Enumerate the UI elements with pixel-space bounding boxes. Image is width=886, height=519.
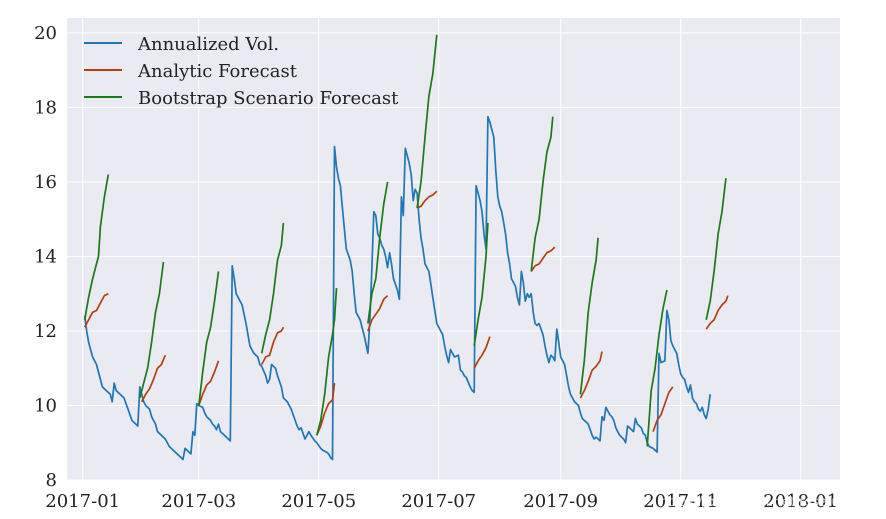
legend-label: Annualized Vol.	[137, 34, 279, 55]
y-tick-label: 20	[34, 23, 57, 44]
series-segment-analytic-4	[316, 382, 336, 436]
series-segment-analytic-9	[579, 351, 603, 399]
series-segment-analytic-7	[473, 336, 491, 369]
y-tick-label: 12	[34, 321, 57, 342]
series-segment-bootstrap-10	[646, 289, 668, 447]
series-segment-bootstrap-4	[315, 288, 338, 436]
x-tick-label: 2017-05	[281, 491, 356, 512]
series-segment-bootstrap-8	[530, 116, 554, 272]
x-tick-label: 2017-07	[401, 491, 476, 512]
series-segment-analytic-6	[416, 190, 438, 209]
grid-lines	[67, 18, 840, 481]
y-tick-label: 16	[34, 172, 57, 193]
x-axis: 2017-01 2017-03 2017-05 2017-07 2017-09 2017-…	[45, 491, 838, 512]
series-layer	[83, 34, 729, 461]
y-tick-label: 14	[34, 246, 57, 267]
series-segment-analytic-1	[140, 354, 167, 403]
series-segment-bootstrap-6	[416, 34, 438, 209]
legend-item-analytic: Analytic Forecast	[84, 61, 298, 82]
x-tick-label: 2017-09	[523, 491, 598, 512]
plot-area	[67, 18, 840, 480]
x-tick-label: 2017-03	[161, 491, 236, 512]
legend-item-bootstrap: Bootstrap Scenario Forecast	[84, 88, 399, 109]
series-segment-bootstrap-11	[705, 178, 727, 320]
y-axis: 8 10 12 14 16 18 20	[34, 23, 57, 491]
x-tick-label: 2017-01	[45, 491, 120, 512]
legend-item-annualized: Annualized Vol.	[84, 34, 279, 55]
series-segment-bootstrap-5	[367, 181, 389, 324]
series-segment-bootstrap-2	[197, 271, 220, 406]
series-segment-analytic-10	[652, 386, 674, 432]
series-segment-bootstrap-7	[473, 222, 489, 347]
watermark-text: https://blog.csdn.net/rosefunxoxo	[660, 495, 878, 510]
legend-label: Analytic Forecast	[137, 61, 298, 82]
y-tick-label: 10	[34, 395, 57, 416]
y-tick-label: 8	[46, 470, 57, 491]
series-segment-analytic-5	[367, 294, 389, 332]
series-segment-bootstrap-0	[83, 174, 110, 320]
series-segment-bootstrap-9	[579, 237, 599, 395]
series-bootstrap	[83, 34, 727, 447]
series-segment-analytic-3	[260, 326, 285, 365]
series-line-annualized	[83, 115, 712, 461]
x-tick-label: 2017-11	[643, 491, 718, 512]
series-segment-analytic-11	[705, 295, 729, 330]
series-segment-bootstrap-1	[138, 261, 165, 399]
x-tick-label: 2018-01	[763, 491, 838, 512]
legend: Annualized Vol. Analytic Forecast Bootstra…	[84, 34, 399, 109]
series-annualized	[83, 115, 712, 461]
series-analytic	[83, 190, 729, 436]
legend-label: Bootstrap Scenario Forecast	[138, 88, 399, 109]
y-tick-label: 18	[34, 97, 57, 118]
series-segment-analytic-2	[197, 360, 220, 406]
series-segment-bootstrap-3	[260, 222, 285, 354]
series-segment-analytic-0	[83, 292, 109, 328]
series-segment-analytic-8	[530, 246, 556, 272]
